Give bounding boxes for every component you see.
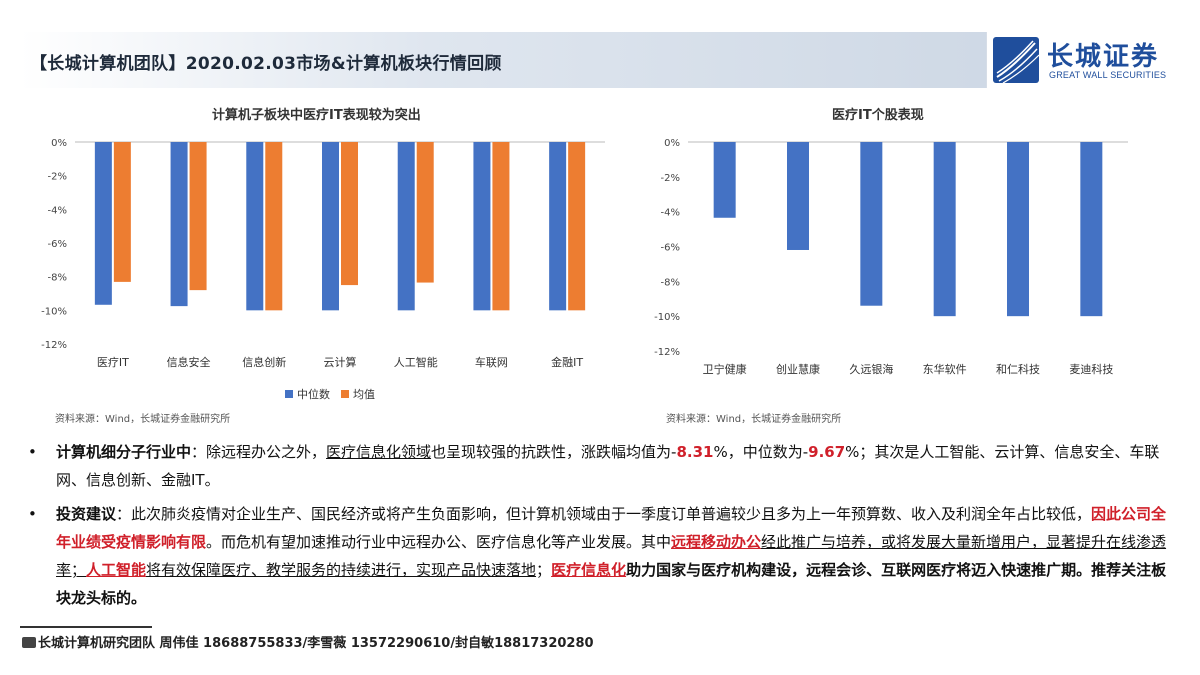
bar — [397, 142, 415, 311]
x-tick-label: 和仁科技 — [996, 362, 1040, 376]
chart2-title: 医疗IT个股表现 — [832, 108, 924, 123]
x-tick-label: 创业慧康 — [776, 362, 820, 376]
bullet1-text-2: 也呈现较强的抗跌性，涨跌幅均值为- — [431, 443, 677, 461]
y-tick-label: -12% — [41, 340, 67, 351]
x-tick-label: 云计算 — [324, 355, 357, 369]
y-tick-label: -8% — [48, 273, 67, 284]
bullet2-text-3: 经此推广与培养，或将发展大量新增用户，显著提升在线渗透率； — [56, 533, 1167, 579]
bar — [549, 142, 567, 311]
y-tick-label: -6% — [661, 243, 680, 254]
bullet1-text-3: %，中位数为- — [713, 443, 809, 461]
bullet2-text-4: 将有效保障医疗、教学服务的持续进行，实现产品快速落地 — [146, 561, 537, 579]
bar — [416, 142, 434, 283]
bar — [713, 142, 736, 218]
y-tick-label: -6% — [48, 239, 67, 250]
y-tick-label: -4% — [48, 205, 67, 216]
logo-english-text: GREAT WALL SECURITIES — [1049, 70, 1167, 80]
bar — [1080, 142, 1103, 317]
bullet-dot-icon: • — [28, 443, 37, 461]
x-tick-label: 金融IT — [551, 355, 583, 369]
team-icon — [22, 637, 36, 648]
x-tick-label: 人工智能 — [394, 355, 438, 369]
bullet2-text-2: 。而危机有望加速推动行业中远程办公、医疗信息化等产业发展。其中 — [206, 533, 672, 551]
great-wall-logo-icon — [993, 37, 1039, 83]
bar — [787, 142, 809, 250]
bar — [933, 142, 956, 317]
bar — [170, 142, 188, 307]
median-value: 9.67 — [808, 443, 846, 461]
y-tick-label: -4% — [661, 208, 680, 219]
x-tick-label: 东华软件 — [923, 362, 967, 376]
bullet2-lead: 投资建议 — [56, 505, 117, 523]
logo-chinese-text: 长城证券 — [1047, 42, 1160, 72]
y-tick-label: 0% — [664, 138, 680, 149]
bullet-investment-advice: • 投资建议：此次肺炎疫情对企业生产、国民经济或将产生负面影响，但计算机领域由于… — [28, 500, 1178, 612]
footer-contacts: 长城计算机研究团队 周伟佳 18688755833/李雪薇 1357229061… — [22, 632, 594, 651]
header-banner: 【长城计算机团队】2020.02.03市场&计算机板块行情回顾 长城证券 GRE… — [20, 32, 1186, 88]
bullet-sector-performance: • 计算机细分子行业中：除远程办公之外，医疗信息化领域也呈现较强的抗跌性，涨跌幅… — [28, 438, 1178, 494]
bar — [492, 142, 510, 311]
bullet1-text-4: %；其次是人工智能、云计算、信息安全、车联网、信息创新、金融IT。 — [56, 443, 1160, 489]
bar — [860, 142, 883, 306]
chart1-plot: 0% -2% -4% -6% -8% -10% -12% 医疗IT 信息安全 信息创新 云计算 人工智… — [41, 138, 605, 401]
y-tick-label: 0% — [51, 138, 67, 149]
legend-swatch — [285, 390, 293, 398]
mean-value: 8.31 — [676, 443, 714, 461]
y-tick-label: -12% — [654, 347, 680, 358]
bullet2-highlight-2: 远程移动办公 — [671, 533, 762, 551]
legend-swatch — [341, 390, 349, 398]
y-tick-label: -2% — [48, 172, 67, 183]
bar — [113, 142, 131, 282]
x-tick-label: 信息安全 — [167, 355, 211, 369]
x-tick-label: 卫宁健康 — [703, 362, 747, 376]
x-tick-label: 信息创新 — [242, 355, 286, 369]
bar — [189, 142, 207, 291]
bullet2-text: ：此次肺炎疫情对企业生产、国民经济或将产生负面影响，但计算机领域由于一季度订单普… — [116, 505, 1092, 523]
chart2-source: 资料来源：Wind，长城证券金融研究所 — [666, 414, 842, 425]
bar — [94, 142, 112, 305]
chart1-source: 资料来源：Wind，长城证券金融研究所 — [55, 414, 231, 425]
x-tick-label: 车联网 — [475, 355, 508, 369]
bar — [1007, 142, 1029, 317]
bar — [568, 142, 586, 311]
bullet2-highlight-1: 因此公司全年业绩受疫情影响有限 — [56, 505, 1167, 551]
y-tick-label: -10% — [654, 312, 680, 323]
footer-team: 长城计算机研究团队 周伟佳 18688755833/李雪薇 1357229061… — [38, 636, 594, 651]
legend-label: 均值 — [353, 388, 375, 401]
x-tick-label: 久远银海 — [849, 362, 893, 376]
bullet2-text-6: 助力国家与医疗机构建设，远程会诊、互联网医疗将迈入快速推广期。推荐关注板块龙头标… — [56, 561, 1167, 607]
bullet1-text: ：除远程办公之外， — [191, 443, 327, 461]
bullet1-highlight: 医疗信息化领域 — [326, 443, 432, 461]
bullet-dot-icon: • — [28, 505, 37, 523]
page-title: 【长城计算机团队】2020.02.03市场&计算机板块行情回顾 — [30, 54, 502, 74]
bar — [322, 142, 339, 311]
bullet2-highlight-3: 人工智能 — [86, 561, 147, 579]
chart2-plot: 0% -2% -4% -6% -8% -10% -12% 卫宁健康 创业慧康 久远银海 东华软件 和仁… — [654, 138, 1128, 376]
chart1-title: 计算机子板块中医疗IT表现较为突出 — [212, 108, 421, 123]
bar — [341, 142, 358, 286]
footer-divider — [20, 626, 152, 628]
bullet2-highlight-4: 医疗信息化 — [551, 561, 627, 579]
bullet1-lead: 计算机细分子行业中 — [56, 443, 192, 461]
x-tick-label: 医疗IT — [97, 355, 129, 369]
y-tick-label: -10% — [41, 306, 67, 317]
bar — [473, 142, 491, 311]
y-tick-label: -2% — [661, 173, 680, 184]
bullet2-text-5: ； — [536, 561, 552, 579]
commentary: • 计算机细分子行业中：除远程办公之外，医疗信息化领域也呈现较强的抗跌性，涨跌幅… — [28, 438, 1178, 612]
bar — [265, 142, 283, 311]
y-tick-label: -8% — [661, 277, 680, 288]
x-tick-label: 麦迪科技 — [1069, 362, 1113, 376]
legend-label: 中位数 — [297, 387, 330, 401]
bar — [246, 142, 264, 311]
brand-logo: 长城证券 GREAT WALL SECURITIES — [986, 32, 1186, 88]
